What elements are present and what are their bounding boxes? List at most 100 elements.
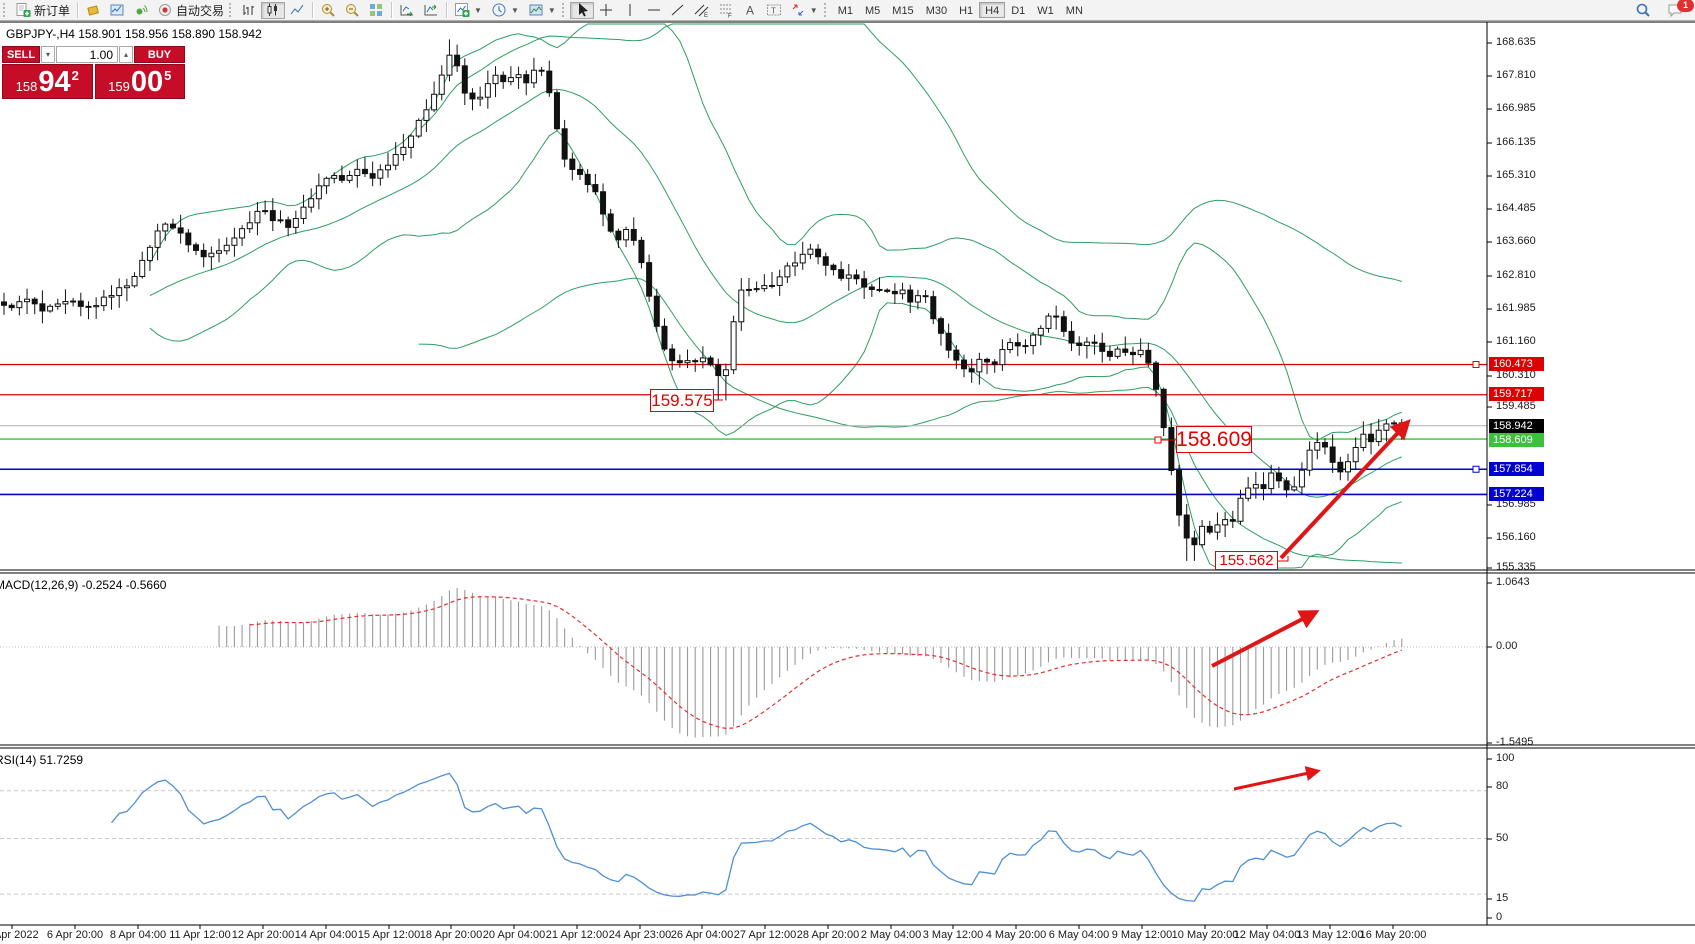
trendline-icon [671,4,684,16]
price-axis-label: 161.985 [1496,302,1536,314]
candlestick-chart-button[interactable] [261,1,286,19]
buy-price-tile[interactable]: 159 00 5 [94,64,185,99]
price-axis-label: 162.810 [1496,269,1536,281]
zoom-in-button[interactable] [316,2,340,19]
chart-shift-button[interactable] [419,2,443,19]
price-axis-label: 100 [1496,752,1515,764]
sell-button[interactable]: SELL [2,46,40,63]
timeframe-h4-button[interactable]: H4 [979,2,1006,18]
price-axis-label: 160.310 [1496,369,1536,381]
crosshair-tool-button[interactable] [594,2,618,19]
toolbar-grip [3,3,8,17]
volume-input[interactable] [56,46,118,63]
sell-price-tile[interactable]: 158 94 2 [2,64,93,99]
horizontal-line-tool-button[interactable] [642,2,666,19]
bars-icon [243,5,255,15]
autotrading-button[interactable]: 自动交易 [153,2,228,19]
buy-price-big: 00 [130,66,164,98]
timeframe-d1-button[interactable]: D1 [1011,5,1026,17]
price-axis-label: 50 [1496,832,1509,844]
horizontal-level-lines[interactable] [0,360,1487,496]
fibonacci-tool-button[interactable]: F [714,2,738,19]
macd-histogram [218,587,1403,738]
macd-signal-line [249,596,1403,730]
time-axis-label: 6 Apr 20:00 [46,929,104,941]
templates-button[interactable]: ▼ [524,2,561,19]
volume-decrease-button[interactable]: ▾ [41,46,55,63]
price-callout-158609[interactable]: 158.609 [1176,426,1252,453]
price-callout-159575[interactable]: 159.575 [650,389,714,412]
fibonacci-icon: F [719,4,732,18]
toolbar-grip [561,3,567,17]
time-axis-label: 11 Apr 12:00 [169,929,231,941]
time-axis-label: 9 May 12:00 [1111,929,1173,941]
periods-icon [492,3,506,17]
price-level-tag: 157.854 [1489,462,1544,476]
indicators-button[interactable]: ▼ [450,2,487,19]
time-axis-label: 16 May 20:00 [1359,929,1427,941]
candlesticks [1,39,1405,561]
toolbar-grip [229,3,234,17]
bar-chart-button[interactable] [237,2,261,19]
time-axis-label: 12 May 04:00 [1233,929,1301,941]
time-axis-label: 26 Apr 04:00 [670,929,734,941]
tile-icon [370,4,383,16]
zoom-out-icon [346,4,359,17]
time-axis-label: 12 Apr 20:00 [231,929,295,941]
sell-price-big: 94 [38,66,71,98]
time-axis-label: 6 May 04:00 [1048,929,1110,941]
notifications-button[interactable]: 1 [1663,0,1694,19]
timeframe-m15-button[interactable]: M15 [892,5,914,17]
cursor-tool-button[interactable] [569,1,594,19]
trendline-tool-button[interactable] [666,2,690,19]
signals-button[interactable] [129,2,153,19]
timeframe-m5-button[interactable]: M5 [865,5,881,17]
toolbar-right-group: 1 [1631,0,1694,19]
new-order-button[interactable]: 新订单 [11,2,74,19]
callout-connectors [714,399,1289,562]
channel-tool-button[interactable]: E [690,2,714,19]
periods-button[interactable]: ▼ [487,2,524,19]
timeframe-w1-button[interactable]: W1 [1037,5,1054,17]
price-axis-label: 156.160 [1496,531,1536,543]
price-axis-label: 166.985 [1496,102,1536,114]
price-axis-label: 167.810 [1496,69,1536,81]
auto-scroll-icon [400,5,414,17]
toolbar-separator [446,2,448,18]
templates-icon [529,4,543,16]
chevron-down-icon: ▼ [547,5,556,15]
toolbar-separator [77,2,79,18]
time-axis-label: 4 May 20:00 [985,929,1047,941]
search-button[interactable] [1631,2,1655,19]
volume-increase-button[interactable]: ▴ [119,46,133,63]
text-tool-button[interactable]: A [738,2,762,19]
toolbar-separator [312,2,314,18]
arrows-tool-button[interactable]: ▼ [786,2,823,19]
market-watch-button[interactable] [105,2,129,19]
price-axis-label: 159.485 [1496,400,1536,412]
price-axis-label: 156.985 [1496,498,1536,510]
line-chart-button[interactable] [285,2,309,19]
timeframe-m1-button[interactable]: M1 [837,5,853,17]
timeframe-m30-button[interactable]: M30 [925,5,948,17]
tile-windows-button[interactable] [364,2,388,19]
price-callout-155562[interactable]: 155.562 [1215,551,1278,570]
svg-text:E: E [704,13,708,18]
zoom-in-icon [322,4,335,17]
timeframe-h1-button[interactable]: H1 [959,5,974,17]
buy-button[interactable]: BUY [134,46,185,63]
auto-scroll-button[interactable] [395,2,419,19]
notification-badge: 1 [1677,0,1694,12]
trend-arrows[interactable] [1211,419,1411,791]
metaeditor-button[interactable] [81,2,105,19]
zoom-out-button[interactable] [340,2,364,19]
timeframe-mn-button[interactable]: MN [1065,5,1083,17]
autotrading-button-label: 自动交易 [176,3,225,18]
cube-icon [87,5,99,16]
pane-borders [0,21,1695,929]
label-tool-button[interactable]: T [762,2,786,19]
time-axis-label: 13 May 12:00 [1296,929,1364,941]
vertical-line-tool-button[interactable] [618,2,642,19]
